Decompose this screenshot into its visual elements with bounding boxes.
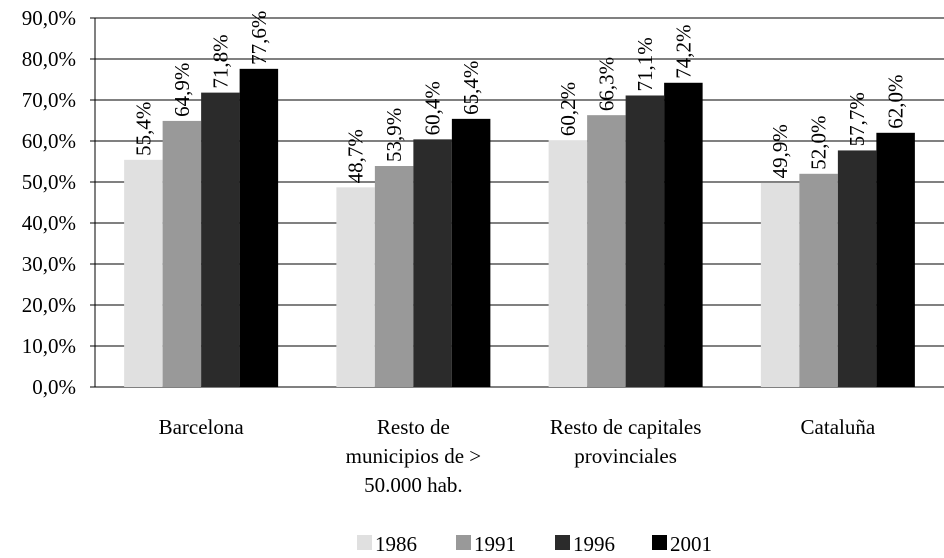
bar — [124, 159, 163, 387]
legend-label: 1986 — [375, 532, 417, 556]
value-label: 65,4% — [459, 61, 483, 115]
y-tick-label: 30,0% — [22, 252, 76, 276]
value-label: 52,0% — [807, 116, 831, 170]
x-tick-label: Barcelona — [159, 415, 245, 439]
legend-label: 1991 — [474, 532, 516, 556]
legend-label: 2001 — [670, 532, 712, 556]
value-label: 62,0% — [884, 75, 908, 129]
value-label: 48,7% — [344, 129, 368, 183]
bar — [587, 115, 626, 388]
value-label: 74,2% — [671, 25, 695, 79]
legend-swatch — [456, 535, 471, 550]
x-tick-label: Cataluña — [801, 415, 876, 439]
bar — [451, 118, 491, 388]
bar — [837, 150, 877, 387]
value-label: 60,4% — [421, 81, 445, 135]
y-tick-label: 40,0% — [22, 211, 76, 235]
y-tick-label: 70,0% — [22, 88, 76, 112]
y-tick-label: 10,0% — [22, 334, 76, 358]
bar — [548, 140, 588, 387]
legend-swatch — [357, 535, 372, 550]
bar — [239, 68, 279, 387]
value-label: 66,3% — [594, 57, 618, 111]
value-label: 49,9% — [768, 124, 792, 178]
value-label: 55,4% — [131, 102, 155, 156]
bar — [201, 92, 240, 388]
value-label: 71,8% — [208, 34, 232, 88]
bar — [336, 187, 375, 387]
y-tick-label: 60,0% — [22, 129, 76, 153]
bar — [162, 120, 202, 387]
value-label: 64,9% — [170, 63, 194, 117]
bar — [413, 139, 452, 387]
legend-label: 1996 — [573, 532, 615, 556]
legend-swatch — [652, 535, 667, 550]
value-label: 60,2% — [556, 82, 580, 136]
bar — [625, 95, 665, 388]
bar — [760, 182, 800, 387]
y-tick-label: 80,0% — [22, 47, 76, 71]
bar — [876, 132, 915, 387]
x-tick-label: Resto de municipios de >50.000 hab. — [346, 415, 482, 497]
y-tick-label: 20,0% — [22, 293, 76, 317]
value-label: 71,1% — [633, 37, 657, 91]
value-label: 77,6% — [247, 11, 271, 65]
bar — [664, 82, 703, 387]
value-label: 53,9% — [382, 108, 406, 162]
bar — [374, 166, 414, 387]
x-tick-label: Resto de capitales provinciales — [550, 415, 702, 468]
legend-swatch — [555, 535, 570, 550]
y-tick-label: 0,0% — [32, 375, 76, 399]
bar — [799, 173, 838, 387]
value-label: 57,7% — [845, 92, 869, 146]
y-tick-label: 90,0% — [22, 6, 76, 30]
y-tick-label: 50,0% — [22, 170, 76, 194]
